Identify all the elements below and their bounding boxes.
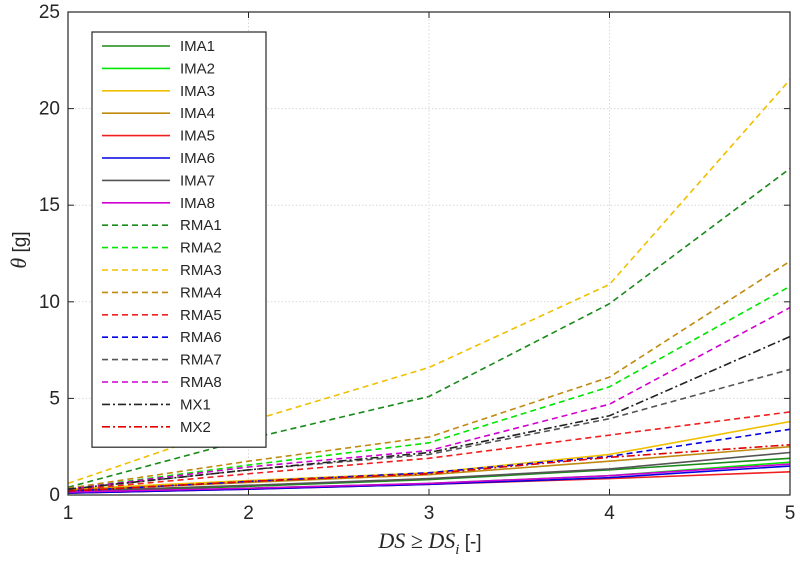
- legend-label-rma1: RMA1: [180, 217, 222, 234]
- y-tick-label: 5: [49, 388, 60, 409]
- x-tick-label: 5: [785, 503, 796, 524]
- series-line-ima1: [67, 457, 791, 493]
- legend-label-rma4: RMA4: [180, 284, 222, 301]
- series-lines: [67, 79, 791, 494]
- legend-label-rma2: RMA2: [180, 240, 222, 257]
- tick-labels: 1 2 3 4 5 0 5 10 15 20 25: [39, 2, 795, 524]
- series-line-rma7: [67, 368, 791, 490]
- legend-label-ima4: IMA4: [180, 105, 215, 122]
- legend-label-ima7: IMA7: [180, 172, 215, 189]
- y-tick-label: 20: [39, 99, 60, 120]
- x-tick-label: 4: [604, 503, 615, 524]
- x-tick-label: 1: [63, 503, 74, 524]
- legend: IMA1 IMA2 IMA3 IMA4 IMA5 IMA6 IMA7 IMA8 RMA1 RMA2…: [91, 31, 267, 448]
- series-line-rma2: [67, 285, 791, 490]
- ticks: [67, 11, 791, 496]
- series-line-ima6: [67, 465, 791, 494]
- y-tick-label: 25: [39, 2, 60, 23]
- legend-label-mx1: MX1: [180, 396, 211, 413]
- legend-label-rma3: RMA3: [180, 262, 222, 279]
- series-line-rma8: [67, 306, 791, 490]
- x-tick-label: 3: [424, 503, 435, 524]
- series-line-rma4: [67, 260, 791, 490]
- legend-box: [91, 31, 267, 448]
- legend-label-rma6: RMA6: [180, 329, 222, 346]
- legend-label-ima2: IMA2: [180, 60, 215, 77]
- legend-label-rma7: RMA7: [180, 352, 222, 369]
- legend-label-rma5: RMA5: [180, 307, 222, 324]
- x-axis-label: DS ≥ DSi [-]: [377, 528, 481, 558]
- y-tick-label: 10: [39, 292, 60, 313]
- y-tick-label: 15: [39, 195, 60, 216]
- y-tick-label: 0: [49, 485, 60, 506]
- series-line-rma5: [67, 411, 791, 491]
- series-line-ima7: [67, 451, 791, 492]
- series-line-ima8: [67, 463, 791, 493]
- series-line-mx1: [67, 335, 791, 490]
- x-tick-label: 2: [243, 503, 254, 524]
- legend-label-rma8: RMA8: [180, 374, 222, 391]
- legend-label-ima5: IMA5: [180, 128, 215, 145]
- legend-label-ima3: IMA3: [180, 83, 215, 100]
- series-line-rma1: [67, 167, 791, 489]
- y-axis-label: θ [g]: [6, 231, 31, 268]
- legend-label-ima1: IMA1: [180, 38, 215, 55]
- series-line-rma6: [67, 428, 791, 492]
- legend-label-mx2: MX2: [180, 419, 211, 436]
- legend-label-ima6: IMA6: [180, 150, 215, 167]
- legend-label-ima8: IMA8: [180, 195, 215, 212]
